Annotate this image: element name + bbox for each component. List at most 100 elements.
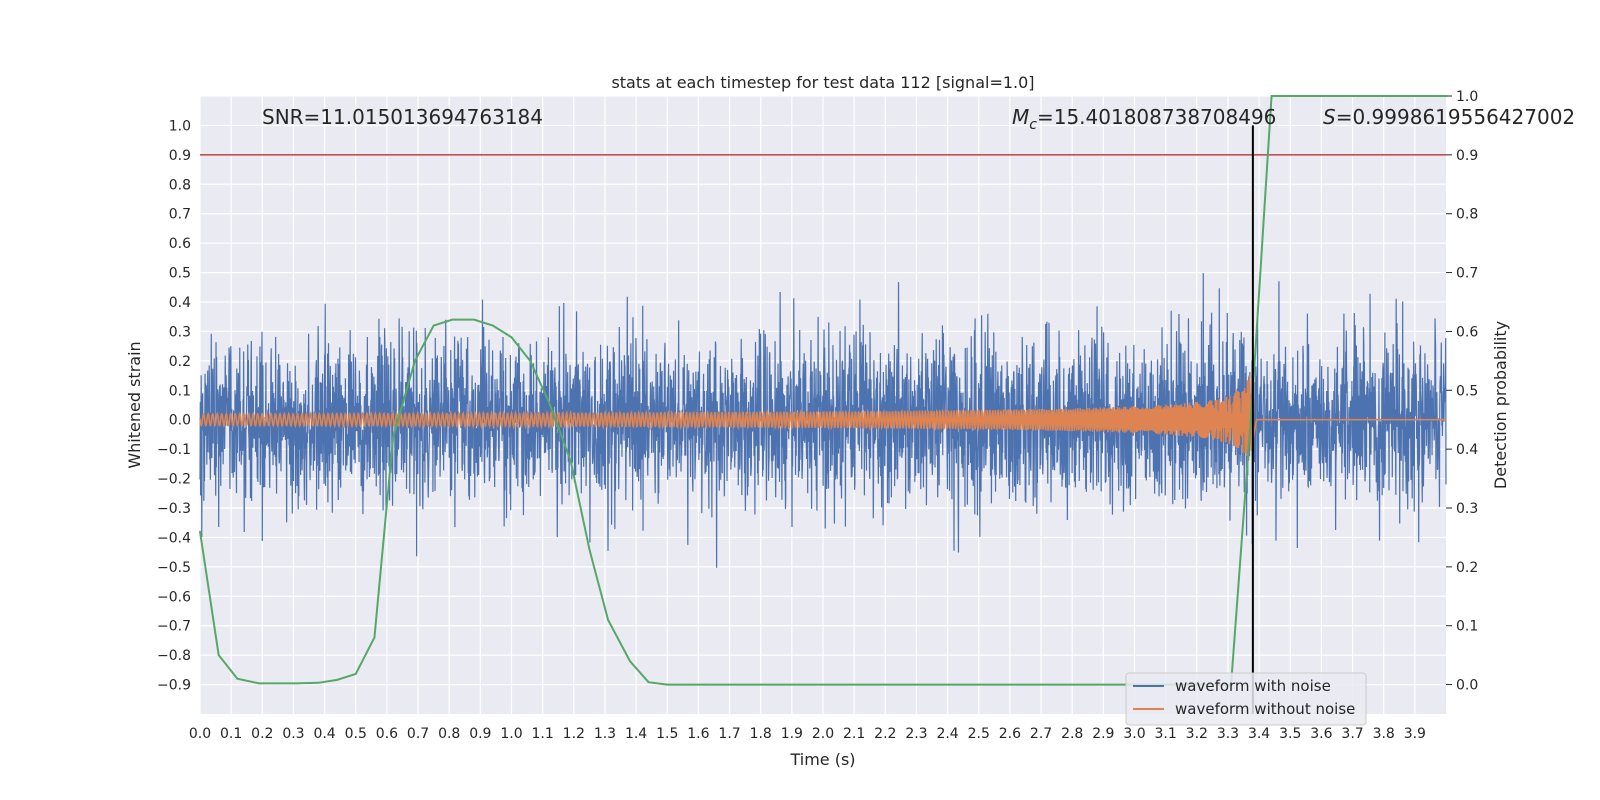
chirp-mass-value: =15.401808738708496 xyxy=(1037,105,1276,129)
probability-point xyxy=(547,401,550,403)
ticks: 0.0 0.1 0.2 0.3 0.4 0.5 0.6 0.7 0.8 0.9 1.0 1.1 1.2 1… xyxy=(157,89,1478,742)
probability-point xyxy=(392,436,395,439)
x-tick-label: 2.9 xyxy=(1092,726,1114,742)
y-tick-label: −0.3 xyxy=(157,501,191,517)
probability-point xyxy=(258,682,261,685)
y2-tick-label: 0.7 xyxy=(1456,266,1478,282)
x-tick-label: 0.1 xyxy=(220,726,242,742)
x-tick-label: 3.9 xyxy=(1404,726,1426,742)
series-waveform-without-noise xyxy=(199,354,1446,461)
x-tick-label: 0.5 xyxy=(345,726,367,742)
y2-tick-label: 0.6 xyxy=(1456,324,1478,340)
y2-tick-label: 0.2 xyxy=(1456,560,1478,576)
snr-annotation: SNR=11.015013694763184 xyxy=(262,105,543,129)
chirp-mass-subscript: c xyxy=(1029,117,1037,133)
y-tick-label: 0.2 xyxy=(169,354,191,370)
x-tick-label: 0.6 xyxy=(376,726,398,742)
probability-point xyxy=(529,359,532,362)
x-tick-label: 3.3 xyxy=(1217,726,1239,742)
score-symbol: S xyxy=(1323,105,1336,129)
y-tick-label: −0.4 xyxy=(157,530,191,546)
x-tick-label: 2.6 xyxy=(999,726,1021,742)
y-tick-label: −0.9 xyxy=(157,678,191,694)
y-tick-label: −0.1 xyxy=(157,442,191,458)
score-value: =0.9998619556427002 xyxy=(1336,105,1575,129)
y2-tick-label: 0.3 xyxy=(1456,501,1478,517)
probability-point xyxy=(473,318,476,321)
probability-point xyxy=(647,681,650,684)
chirp-mass-annotation: Mc=15.401808738708496 xyxy=(1012,105,1276,133)
y-tick-label: 0.1 xyxy=(169,383,191,399)
x-tick-label: 2.8 xyxy=(1061,726,1083,742)
x-tick-label: 3.6 xyxy=(1310,726,1332,742)
x-tick-label: 1.2 xyxy=(563,726,585,742)
x-tick-label: 0.0 xyxy=(189,726,211,742)
x-tick-label: 0.8 xyxy=(438,726,460,742)
series-waveform-with-noise xyxy=(199,273,1447,568)
y2-tick-label: 1.0 xyxy=(1456,89,1478,105)
x-tick-label: 2.2 xyxy=(874,726,896,742)
x-tick-label: 0.7 xyxy=(407,726,429,742)
y2-tick-label: 0.4 xyxy=(1456,442,1478,458)
probability-point xyxy=(414,359,416,362)
chirp-mass-symbol: M xyxy=(1012,105,1029,129)
chart-title: stats at each timestep for test data 112… xyxy=(611,73,1034,92)
x-tick-label: 3.5 xyxy=(1279,726,1301,742)
probability-point xyxy=(628,660,631,662)
y-tick-label: −0.7 xyxy=(157,619,191,635)
probability-point xyxy=(1308,95,1310,97)
y-tick-label: 0.5 xyxy=(169,266,191,282)
probability-point xyxy=(354,673,357,675)
probability-point xyxy=(276,682,279,685)
x-axis-label: Time (s) xyxy=(789,750,855,769)
y2-axis-label: Detection probability xyxy=(1491,321,1510,489)
y-tick-label: 0.7 xyxy=(169,207,191,223)
probability-point xyxy=(199,530,201,533)
probability-point xyxy=(588,548,591,551)
x-tick-label: 1.9 xyxy=(781,726,803,742)
x-tick-label: 1.8 xyxy=(750,726,772,742)
y2-tick-label: 0.0 xyxy=(1456,678,1478,694)
x-tick-label: 1.7 xyxy=(718,726,740,742)
y-tick-label: 0.8 xyxy=(169,177,191,193)
probability-point xyxy=(685,683,687,686)
x-tick-label: 1.6 xyxy=(687,726,709,742)
probability-point xyxy=(569,460,572,462)
legend-box xyxy=(1125,672,1367,726)
x-tick-label: 3.0 xyxy=(1123,726,1145,742)
x-tick-label: 1.0 xyxy=(500,726,522,742)
y2-tick-label: 0.9 xyxy=(1456,148,1478,164)
legend-label-clean: waveform without noise xyxy=(1175,700,1355,718)
x-tick-label: 0.2 xyxy=(251,726,273,742)
probability-point xyxy=(1289,95,1292,97)
probability-point xyxy=(491,324,494,327)
probability-point xyxy=(317,681,320,684)
x-tick-label: 1.3 xyxy=(594,726,616,742)
x-tick-label: 2.3 xyxy=(905,726,927,742)
x-tick-label: 3.1 xyxy=(1155,726,1177,742)
x-tick-label: 3.7 xyxy=(1341,726,1363,742)
x-tick-label: 2.1 xyxy=(843,726,865,742)
y2-tick-label: 0.8 xyxy=(1456,207,1478,223)
x-tick-label: 0.4 xyxy=(313,726,335,742)
probability-point xyxy=(451,318,454,321)
y-tick-label: 1.0 xyxy=(169,118,191,134)
probability-point xyxy=(217,654,220,657)
x-tick-label: 0.9 xyxy=(469,726,491,742)
probability-point xyxy=(510,336,513,339)
y-tick-label: 0.9 xyxy=(169,148,191,164)
probability-point xyxy=(295,682,298,685)
y-tick-label: −0.8 xyxy=(157,648,191,664)
probability-point xyxy=(373,636,376,639)
x-tick-label: 3.8 xyxy=(1373,726,1395,742)
probability-point xyxy=(607,618,609,621)
probability-point xyxy=(1270,95,1273,97)
x-tick-label: 2.7 xyxy=(1030,726,1052,742)
y-tick-label: 0.6 xyxy=(169,236,191,252)
x-tick-label: 2.5 xyxy=(968,726,990,742)
legend-label-noise: waveform with noise xyxy=(1175,677,1331,695)
probability-point xyxy=(336,678,338,681)
y-tick-label: −0.5 xyxy=(157,560,191,576)
score-annotation: S=0.9998619556427002 xyxy=(1323,105,1575,129)
